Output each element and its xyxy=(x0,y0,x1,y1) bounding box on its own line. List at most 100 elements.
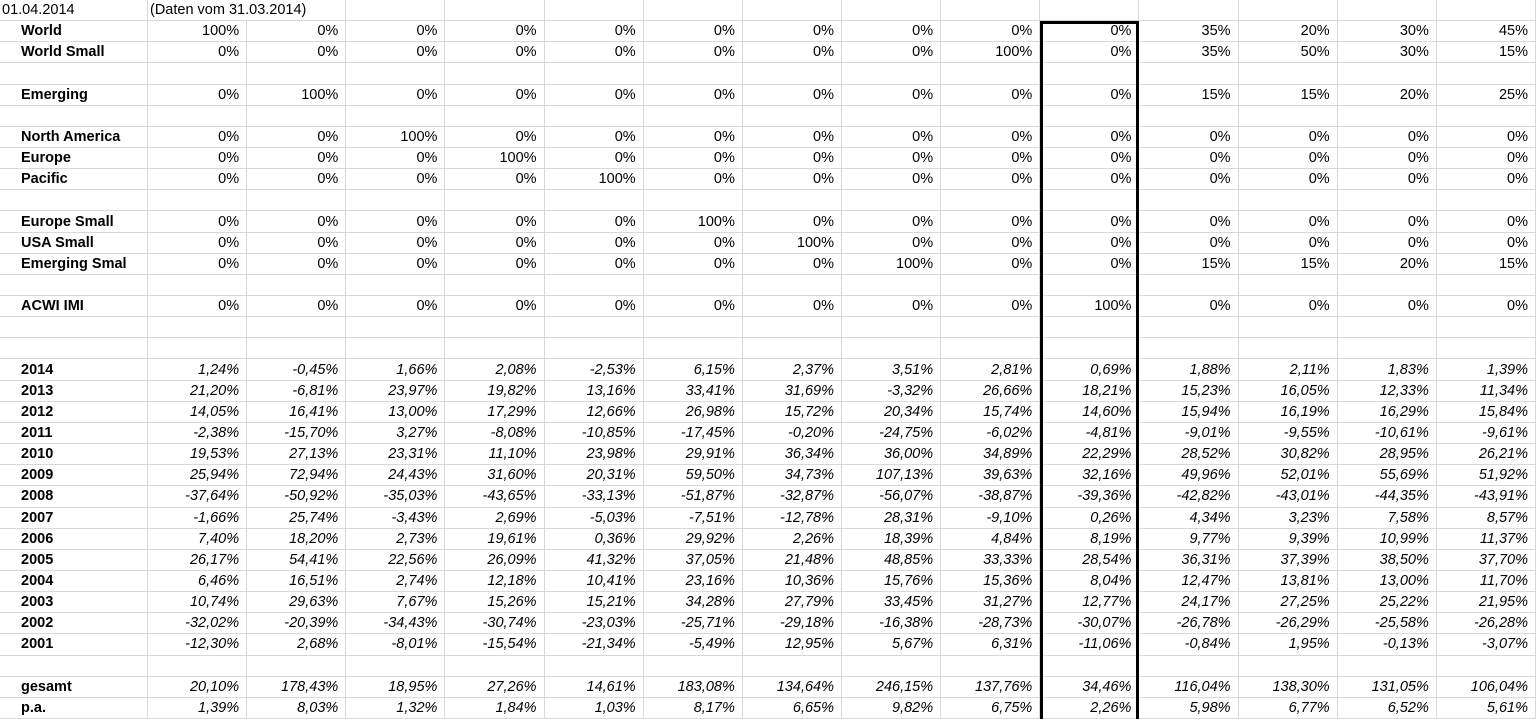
cell-pacific-c1[interactable]: 0% xyxy=(148,169,248,191)
cell-emerging-c1[interactable]: 0% xyxy=(148,84,248,106)
empty-cell[interactable] xyxy=(742,0,842,22)
cell-2006-c7[interactable]: 2,26% xyxy=(742,528,842,550)
cell-2014-c3[interactable]: 1,66% xyxy=(346,359,446,381)
cell-2003-c3[interactable]: 7,67% xyxy=(346,592,446,614)
cell-world-c11[interactable]: 35% xyxy=(1139,21,1239,43)
cell-2007-c5[interactable]: -5,03% xyxy=(544,507,644,529)
cell-2004-c4[interactable]: 12,18% xyxy=(445,570,545,593)
cell-2002-c14[interactable]: -26,28% xyxy=(1436,613,1536,635)
cell-2013-c1[interactable]: 21,20% xyxy=(148,380,248,402)
cell-p-a-c2[interactable]: 8,03% xyxy=(247,697,347,719)
cell-world-c13[interactable]: 30% xyxy=(1337,21,1437,43)
cell-p-a-c10[interactable]: 2,26% xyxy=(1040,697,1140,719)
cell-2002-c12[interactable]: -26,29% xyxy=(1238,613,1338,635)
cell-world-c12[interactable]: 20% xyxy=(1238,21,1338,43)
cell-emerging-smal-c2[interactable]: 0% xyxy=(247,253,347,275)
cell-world-c3[interactable]: 0% xyxy=(346,21,446,43)
cell-2001-c6[interactable]: -5,49% xyxy=(643,634,743,656)
empty-cell[interactable] xyxy=(247,105,347,127)
row-label-world[interactable]: World xyxy=(0,21,148,43)
cell-2004-c3[interactable]: 2,74% xyxy=(346,570,446,593)
empty-cell[interactable] xyxy=(1337,274,1437,297)
cell-europe-c9[interactable]: 0% xyxy=(941,148,1041,170)
cell-2011-c3[interactable]: 3,27% xyxy=(346,422,446,445)
cell-gesamt-c8[interactable]: 246,15% xyxy=(842,676,942,698)
cell-2004-c2[interactable]: 16,51% xyxy=(247,570,347,593)
empty-cell[interactable] xyxy=(941,105,1041,127)
cell-world-small-c3[interactable]: 0% xyxy=(346,42,446,64)
cell-2001-c5[interactable]: -21,34% xyxy=(544,634,644,656)
cell-2001-c9[interactable]: 6,31% xyxy=(941,634,1041,656)
row-label-spacer[interactable] xyxy=(0,338,148,360)
cell-2008-c12[interactable]: -43,01% xyxy=(1238,486,1338,508)
cell-2011-c11[interactable]: -9,01% xyxy=(1139,422,1239,445)
row-label-2010[interactable]: 2010 xyxy=(0,444,148,466)
cell-emerging-c11[interactable]: 15% xyxy=(1139,84,1239,106)
cell-2009-c7[interactable]: 34,73% xyxy=(742,465,842,487)
cell-2012-c10[interactable]: 14,60% xyxy=(1040,401,1140,423)
cell-2004-c11[interactable]: 12,47% xyxy=(1139,570,1239,593)
cell-2014-c6[interactable]: 6,15% xyxy=(643,359,743,381)
cell-world-small-c14[interactable]: 15% xyxy=(1436,42,1536,64)
cell-2007-c2[interactable]: 25,74% xyxy=(247,507,347,529)
empty-cell[interactable] xyxy=(1139,317,1239,339)
empty-cell[interactable] xyxy=(1436,655,1536,677)
cell-europe-small-c4[interactable]: 0% xyxy=(445,211,545,233)
cell-2007-c12[interactable]: 3,23% xyxy=(1238,507,1338,529)
cell-north-america-c4[interactable]: 0% xyxy=(445,126,545,149)
cell-2001-c1[interactable]: -12,30% xyxy=(148,634,248,656)
cell-2001-c14[interactable]: -3,07% xyxy=(1436,634,1536,656)
empty-cell[interactable] xyxy=(346,338,446,360)
cell-2009-c13[interactable]: 55,69% xyxy=(1337,465,1437,487)
cell-gesamt-c7[interactable]: 134,64% xyxy=(742,676,842,698)
row-label-acwi-imi[interactable]: ACWI IMI xyxy=(0,296,148,318)
cell-europe-small-c1[interactable]: 0% xyxy=(148,211,248,233)
cell-2011-c5[interactable]: -10,85% xyxy=(544,422,644,445)
row-label-europe-small[interactable]: Europe Small xyxy=(0,211,148,233)
cell-p-a-c3[interactable]: 1,32% xyxy=(346,697,446,719)
cell-usa-small-c6[interactable]: 0% xyxy=(643,232,743,254)
cell-pacific-c13[interactable]: 0% xyxy=(1337,169,1437,191)
empty-cell[interactable] xyxy=(445,655,545,677)
cell-pacific-c7[interactable]: 0% xyxy=(742,169,842,191)
cell-2013-c3[interactable]: 23,97% xyxy=(346,380,446,402)
cell-2013-c11[interactable]: 15,23% xyxy=(1139,380,1239,402)
cell-2013-c9[interactable]: 26,66% xyxy=(941,380,1041,402)
cell-2003-c11[interactable]: 24,17% xyxy=(1139,592,1239,614)
cell-2002-c1[interactable]: -32,02% xyxy=(148,613,248,635)
cell-2013-c6[interactable]: 33,41% xyxy=(643,380,743,402)
cell-2008-c13[interactable]: -44,35% xyxy=(1337,486,1437,508)
empty-cell[interactable] xyxy=(1040,63,1140,85)
cell-world-c6[interactable]: 0% xyxy=(643,21,743,43)
cell-world-small-c9[interactable]: 100% xyxy=(941,42,1041,64)
cell-pacific-c12[interactable]: 0% xyxy=(1238,169,1338,191)
empty-cell[interactable] xyxy=(1337,317,1437,339)
cell-acwi-imi-c14[interactable]: 0% xyxy=(1436,296,1536,318)
cell-europe-c14[interactable]: 0% xyxy=(1436,148,1536,170)
cell-2004-c5[interactable]: 10,41% xyxy=(544,570,644,593)
empty-cell[interactable] xyxy=(247,63,347,85)
cell-europe-small-c3[interactable]: 0% xyxy=(346,211,446,233)
cell-2002-c10[interactable]: -30,07% xyxy=(1040,613,1140,635)
empty-cell[interactable] xyxy=(1436,63,1536,85)
cell-2003-c14[interactable]: 21,95% xyxy=(1436,592,1536,614)
empty-cell[interactable] xyxy=(1238,274,1338,297)
cell-world-c2[interactable]: 0% xyxy=(247,21,347,43)
cell-emerging-smal-c7[interactable]: 0% xyxy=(742,253,842,275)
empty-cell[interactable] xyxy=(1040,105,1140,127)
cell-2007-c3[interactable]: -3,43% xyxy=(346,507,446,529)
empty-cell[interactable] xyxy=(346,190,446,212)
empty-cell[interactable] xyxy=(346,655,446,677)
cell-2007-c14[interactable]: 8,57% xyxy=(1436,507,1536,529)
empty-cell[interactable] xyxy=(544,274,644,297)
cell-gesamt-c3[interactable]: 18,95% xyxy=(346,676,446,698)
cell-world-c1[interactable]: 100% xyxy=(148,21,248,43)
empty-cell[interactable] xyxy=(544,0,644,22)
cell-europe-c3[interactable]: 0% xyxy=(346,148,446,170)
cell-p-a-c7[interactable]: 6,65% xyxy=(742,697,842,719)
empty-cell[interactable] xyxy=(1139,338,1239,360)
cell-2006-c8[interactable]: 18,39% xyxy=(842,528,942,550)
cell-2007-c11[interactable]: 4,34% xyxy=(1139,507,1239,529)
cell-emerging-smal-c13[interactable]: 20% xyxy=(1337,253,1437,275)
cell-world-c10[interactable]: 0% xyxy=(1040,21,1140,43)
